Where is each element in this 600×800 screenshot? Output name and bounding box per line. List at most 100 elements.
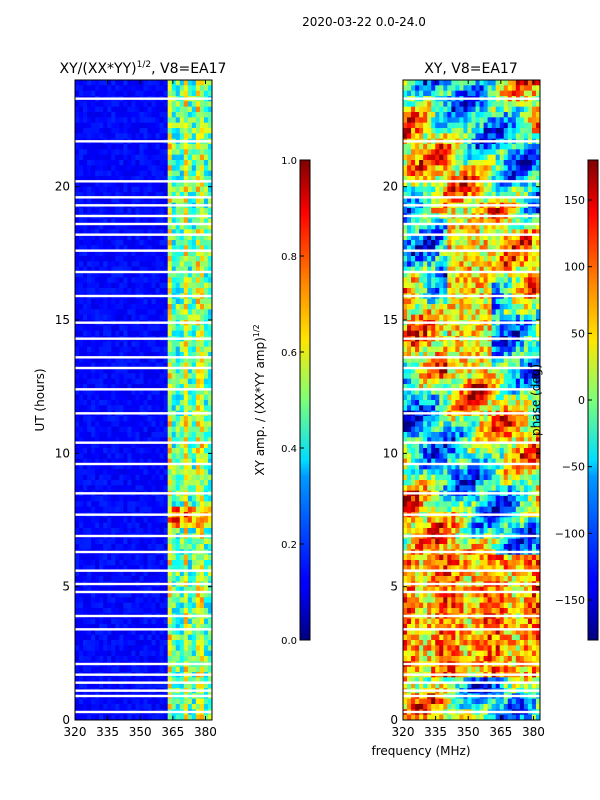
heatmap-cell	[171, 224, 177, 230]
heatmap-cell	[79, 682, 84, 689]
heatmap-cell	[87, 128, 92, 134]
heatmap-cell	[523, 90, 529, 97]
heatmap-cell	[167, 240, 173, 246]
heatmap-cell	[95, 170, 100, 177]
heatmap-cell	[427, 133, 432, 140]
heatmap-cell	[147, 592, 153, 598]
heatmap-cell	[107, 85, 112, 92]
heatmap-cell	[191, 330, 197, 337]
heatmap-cell	[171, 432, 177, 438]
heatmap-cell	[163, 400, 169, 406]
blank-row	[75, 321, 212, 324]
heatmap-cell	[479, 90, 485, 97]
heatmap-cell	[191, 85, 197, 92]
heatmap-cell	[95, 378, 100, 385]
heatmap-cell	[79, 624, 84, 630]
heatmap-cell	[139, 224, 145, 230]
heatmap-cell	[203, 149, 209, 156]
heatmap-cell	[455, 170, 461, 177]
heatmap-cell	[423, 192, 428, 198]
heatmap-cell	[107, 442, 112, 449]
heatmap-cell	[155, 314, 161, 321]
heatmap-cell	[163, 656, 169, 662]
heatmap-cell	[111, 485, 116, 492]
heatmap-cell	[167, 368, 173, 374]
heatmap-cell	[187, 261, 193, 268]
heatmap-cell	[147, 362, 153, 369]
heatmap-cell	[159, 357, 165, 364]
heatmap-cell	[119, 421, 124, 428]
heatmap-cell	[99, 400, 104, 406]
heatmap-cell	[487, 80, 493, 86]
heatmap-cell	[131, 650, 137, 657]
heatmap-cell	[171, 240, 177, 246]
heatmap-cell	[83, 597, 88, 604]
heatmap-cell	[523, 117, 529, 124]
heatmap-cell	[467, 176, 473, 182]
heatmap-cell	[107, 240, 112, 246]
heatmap-cell	[175, 112, 181, 118]
heatmap-cell	[511, 85, 517, 92]
heatmap-cell	[519, 101, 525, 108]
heatmap-cell	[123, 224, 128, 230]
heatmap-cell	[127, 629, 133, 636]
heatmap-cell	[167, 650, 173, 657]
heatmap-cell	[431, 208, 436, 214]
heatmap-cell	[167, 432, 173, 438]
figure-suptitle: 2020-03-22 0.0-24.0	[302, 15, 426, 29]
heatmap-cell	[203, 448, 209, 454]
heatmap-cell	[123, 650, 128, 657]
heatmap-cell	[403, 117, 408, 124]
heatmap-cell	[91, 80, 96, 86]
heatmap-cell	[171, 298, 177, 305]
heatmap-cell	[131, 597, 137, 604]
heatmap-cell	[183, 602, 189, 609]
heatmap-cell	[103, 112, 108, 118]
heatmap-cell	[79, 106, 84, 113]
heatmap-cell	[151, 394, 157, 401]
heatmap-cell	[431, 170, 436, 177]
heatmap-cell	[199, 629, 205, 636]
heatmap-cell	[183, 144, 189, 150]
heatmap-cell	[83, 357, 88, 364]
heatmap-cell	[139, 309, 145, 316]
heatmap-cell	[451, 112, 456, 118]
heatmap-cell	[79, 309, 84, 316]
heatmap-cell	[103, 624, 108, 630]
heatmap-cell	[75, 117, 80, 124]
heatmap-cell	[119, 394, 124, 401]
heatmap-cell	[483, 80, 489, 86]
heatmap-cell	[119, 368, 124, 374]
heatmap-cell	[467, 112, 473, 118]
heatmap-cell	[187, 330, 193, 337]
heatmap-cell	[499, 149, 505, 156]
heatmap-cell	[187, 544, 193, 550]
heatmap-cell	[167, 144, 173, 150]
heatmap-cell	[139, 272, 145, 278]
heatmap-cell	[523, 192, 529, 198]
heatmap-cell	[87, 330, 92, 337]
heatmap-cell	[187, 576, 193, 582]
heatmap-cell	[179, 304, 185, 310]
heatmap-cell	[75, 346, 80, 353]
heatmap-cell	[79, 634, 84, 641]
heatmap-cell	[467, 128, 473, 134]
heatmap-cell	[95, 538, 100, 545]
heatmap-cell	[439, 186, 444, 193]
heatmap-cell	[75, 250, 80, 257]
heatmap-cell	[87, 170, 92, 177]
heatmap-cell	[83, 192, 88, 198]
heatmap-cell	[127, 640, 133, 646]
heatmap-cell	[159, 176, 165, 182]
heatmap-cell	[139, 346, 145, 353]
heatmap-cell	[175, 181, 181, 188]
heatmap-cell	[103, 234, 108, 241]
heatmap-cell	[107, 608, 112, 614]
heatmap-cell	[107, 453, 112, 460]
heatmap-cell	[475, 112, 481, 118]
heatmap-cell	[151, 421, 157, 428]
heatmap-cell	[203, 405, 209, 412]
heatmap-cell	[99, 357, 104, 364]
heatmap-cell	[475, 122, 481, 129]
blank-row	[75, 366, 212, 370]
